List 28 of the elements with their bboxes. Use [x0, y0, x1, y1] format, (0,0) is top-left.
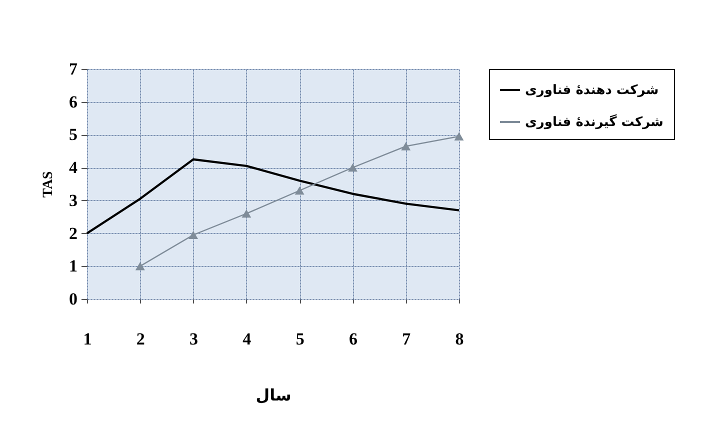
y-tick-label: 4 — [69, 158, 78, 178]
point — [454, 132, 464, 140]
y-axis-title: TAS — [41, 171, 56, 198]
y-tick-label: 0 — [69, 290, 78, 308]
x-tick-label: 1 — [83, 330, 92, 348]
y-tick-label: 5 — [69, 125, 78, 144]
y-tick-label: 7 — [69, 60, 78, 78]
y-tick-label: 3 — [69, 190, 78, 210]
y-tick-label: 2 — [69, 224, 78, 243]
line-series — [86, 158, 460, 234]
point — [135, 262, 145, 270]
point — [188, 230, 198, 240]
x-tick-label: 4 — [242, 330, 252, 348]
x-axis-title: سال — [256, 386, 292, 404]
y-tick-label: 1 — [69, 256, 78, 276]
x-tick-label: 2 — [136, 330, 145, 348]
point — [348, 163, 358, 172]
legend-label: شرکت دهندهٔ فناوری — [525, 83, 659, 98]
x-tick-label: 8 — [455, 330, 464, 348]
x-tick-label: 6 — [348, 330, 358, 348]
legend-label: شرکت گیرندهٔ فناوری — [525, 114, 664, 130]
y-tick-label: 6 — [69, 92, 78, 112]
x-tick-label: 7 — [402, 330, 412, 348]
point — [401, 142, 411, 150]
x-tick-label: 5 — [296, 330, 304, 348]
point — [242, 209, 252, 218]
x-tick-label: 3 — [190, 330, 198, 348]
point — [294, 186, 304, 195]
